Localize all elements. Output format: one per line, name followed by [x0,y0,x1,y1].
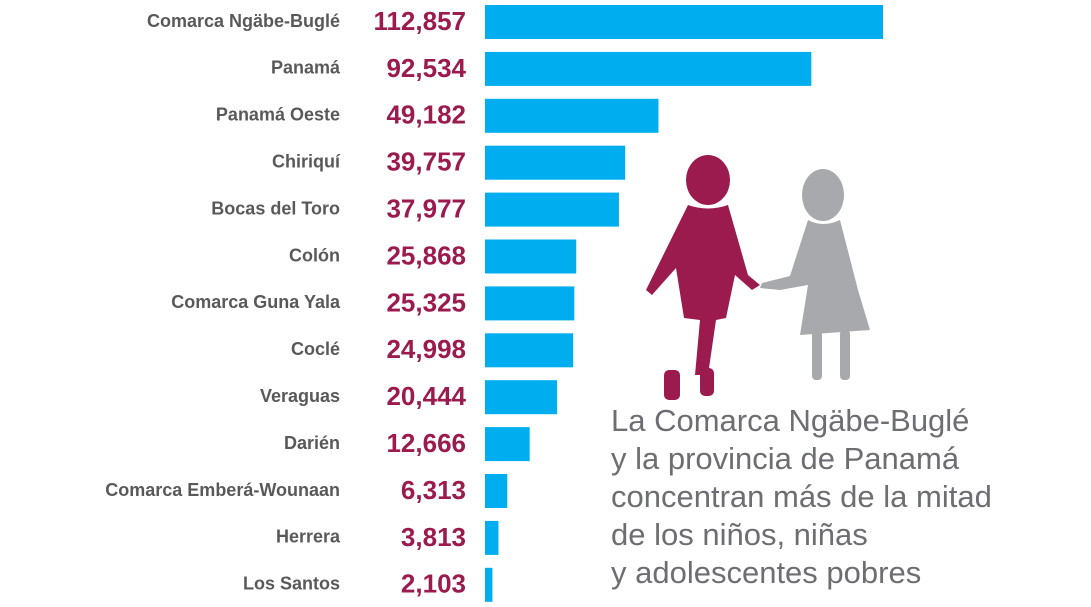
bar [485,240,576,274]
category-label: Veraguas [260,386,340,406]
bar [485,99,658,133]
annotation-line: La Comarca Ngäbe-Buglé [611,403,969,438]
value-label: 12,666 [386,428,466,458]
value-label: 3,813 [401,522,466,552]
category-label: Comarca Guna Yala [171,292,341,312]
category-label: Comarca Ngäbe-Buglé [147,11,340,31]
value-label: 2,103 [401,569,466,599]
value-label: 39,757 [386,147,466,177]
children-illustration [646,155,870,400]
value-label: 6,313 [401,475,466,505]
category-label: Chiriquí [272,151,341,171]
value-label: 20,444 [386,381,466,411]
bar [485,380,557,414]
annotation-line: de los niños, niñas [611,517,868,552]
bar [485,146,625,180]
value-label: 25,325 [386,287,466,317]
annotation-line: y la provincia de Panamá [611,441,960,476]
bar [485,474,507,508]
annotation-line: y adolescentes pobres [611,555,921,590]
bar [485,5,883,39]
category-label: Colón [289,245,340,265]
bar [485,568,492,602]
bar [485,286,574,320]
value-label: 92,534 [386,53,466,83]
value-label: 112,857 [373,6,466,36]
annotation-line: concentran más de la mitad [611,479,992,514]
category-label: Los Santos [243,574,340,594]
bar [485,52,811,86]
bar [485,521,498,555]
category-label: Darién [284,433,340,453]
value-label: 49,182 [386,100,466,130]
value-label: 24,998 [386,334,466,364]
chart: Comarca Ngäbe-Buglé 112,857 Panamá 92,534 Pa… [0,0,1091,607]
bar [485,193,619,227]
bar [485,427,530,461]
category-label: Bocas del Toro [211,198,340,218]
value-label: 25,868 [386,240,466,270]
category-label: Comarca Emberá-Wounaan [105,480,340,500]
category-label: Herrera [276,527,341,547]
bar [485,333,573,367]
value-label: 37,977 [386,193,466,223]
category-label: Panamá [271,58,341,78]
category-label: Coclé [291,339,340,359]
category-label: Panamá Oeste [216,105,340,125]
